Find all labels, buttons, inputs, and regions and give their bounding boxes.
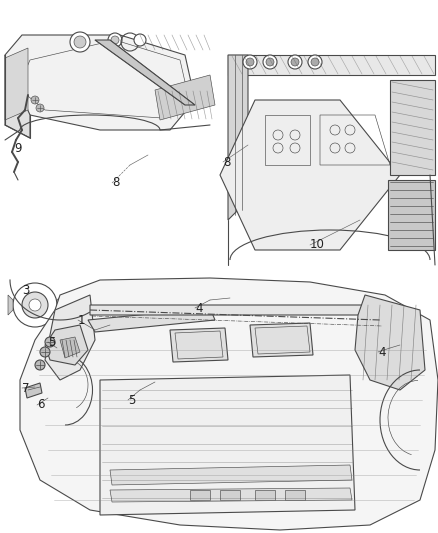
Polygon shape — [390, 80, 435, 175]
Circle shape — [243, 55, 257, 69]
Text: 5: 5 — [128, 393, 135, 407]
Polygon shape — [170, 328, 228, 362]
Text: 7: 7 — [22, 382, 29, 394]
Circle shape — [237, 427, 243, 433]
Polygon shape — [57, 295, 62, 315]
Polygon shape — [388, 180, 435, 250]
Circle shape — [36, 104, 44, 112]
Text: 6: 6 — [37, 399, 45, 411]
Polygon shape — [20, 278, 438, 530]
Polygon shape — [220, 490, 240, 500]
Text: 3: 3 — [22, 284, 29, 296]
Polygon shape — [45, 295, 95, 380]
Polygon shape — [5, 35, 195, 130]
Polygon shape — [190, 490, 210, 500]
Circle shape — [31, 96, 39, 104]
Circle shape — [288, 55, 302, 69]
Polygon shape — [45, 325, 88, 365]
Circle shape — [246, 58, 254, 66]
Text: 9: 9 — [14, 141, 21, 155]
Circle shape — [266, 58, 274, 66]
Polygon shape — [90, 305, 385, 315]
Circle shape — [22, 292, 48, 318]
Circle shape — [197, 427, 203, 433]
Circle shape — [202, 462, 208, 468]
Circle shape — [127, 427, 133, 433]
Circle shape — [311, 58, 319, 66]
Polygon shape — [228, 55, 435, 75]
Polygon shape — [60, 337, 80, 358]
Polygon shape — [228, 55, 248, 220]
Circle shape — [40, 347, 50, 357]
Circle shape — [108, 33, 122, 47]
Circle shape — [111, 36, 119, 44]
Circle shape — [45, 337, 55, 347]
Polygon shape — [8, 295, 13, 315]
Text: 8: 8 — [223, 156, 230, 168]
Polygon shape — [110, 465, 352, 485]
Circle shape — [162, 462, 168, 468]
Circle shape — [242, 462, 248, 468]
Circle shape — [308, 55, 322, 69]
Polygon shape — [355, 295, 425, 390]
Circle shape — [291, 58, 299, 66]
Circle shape — [13, 283, 57, 327]
Polygon shape — [110, 488, 352, 502]
Text: 4: 4 — [195, 302, 202, 314]
Circle shape — [29, 299, 41, 311]
Circle shape — [263, 55, 277, 69]
Polygon shape — [255, 490, 275, 500]
Polygon shape — [100, 375, 355, 515]
Polygon shape — [5, 48, 28, 120]
Polygon shape — [250, 323, 313, 357]
Text: 5: 5 — [48, 335, 55, 349]
Polygon shape — [155, 75, 215, 120]
Text: 1: 1 — [78, 313, 85, 327]
Polygon shape — [25, 383, 42, 398]
Polygon shape — [285, 490, 305, 500]
Circle shape — [74, 36, 86, 48]
Polygon shape — [220, 100, 400, 250]
Circle shape — [157, 427, 163, 433]
Polygon shape — [95, 40, 195, 105]
Circle shape — [134, 34, 146, 46]
Text: 10: 10 — [310, 238, 325, 252]
Circle shape — [70, 32, 90, 52]
Polygon shape — [5, 55, 30, 138]
Circle shape — [127, 462, 133, 468]
Circle shape — [35, 360, 45, 370]
Text: 4: 4 — [378, 345, 385, 359]
Polygon shape — [88, 308, 215, 332]
Text: 8: 8 — [112, 176, 120, 190]
